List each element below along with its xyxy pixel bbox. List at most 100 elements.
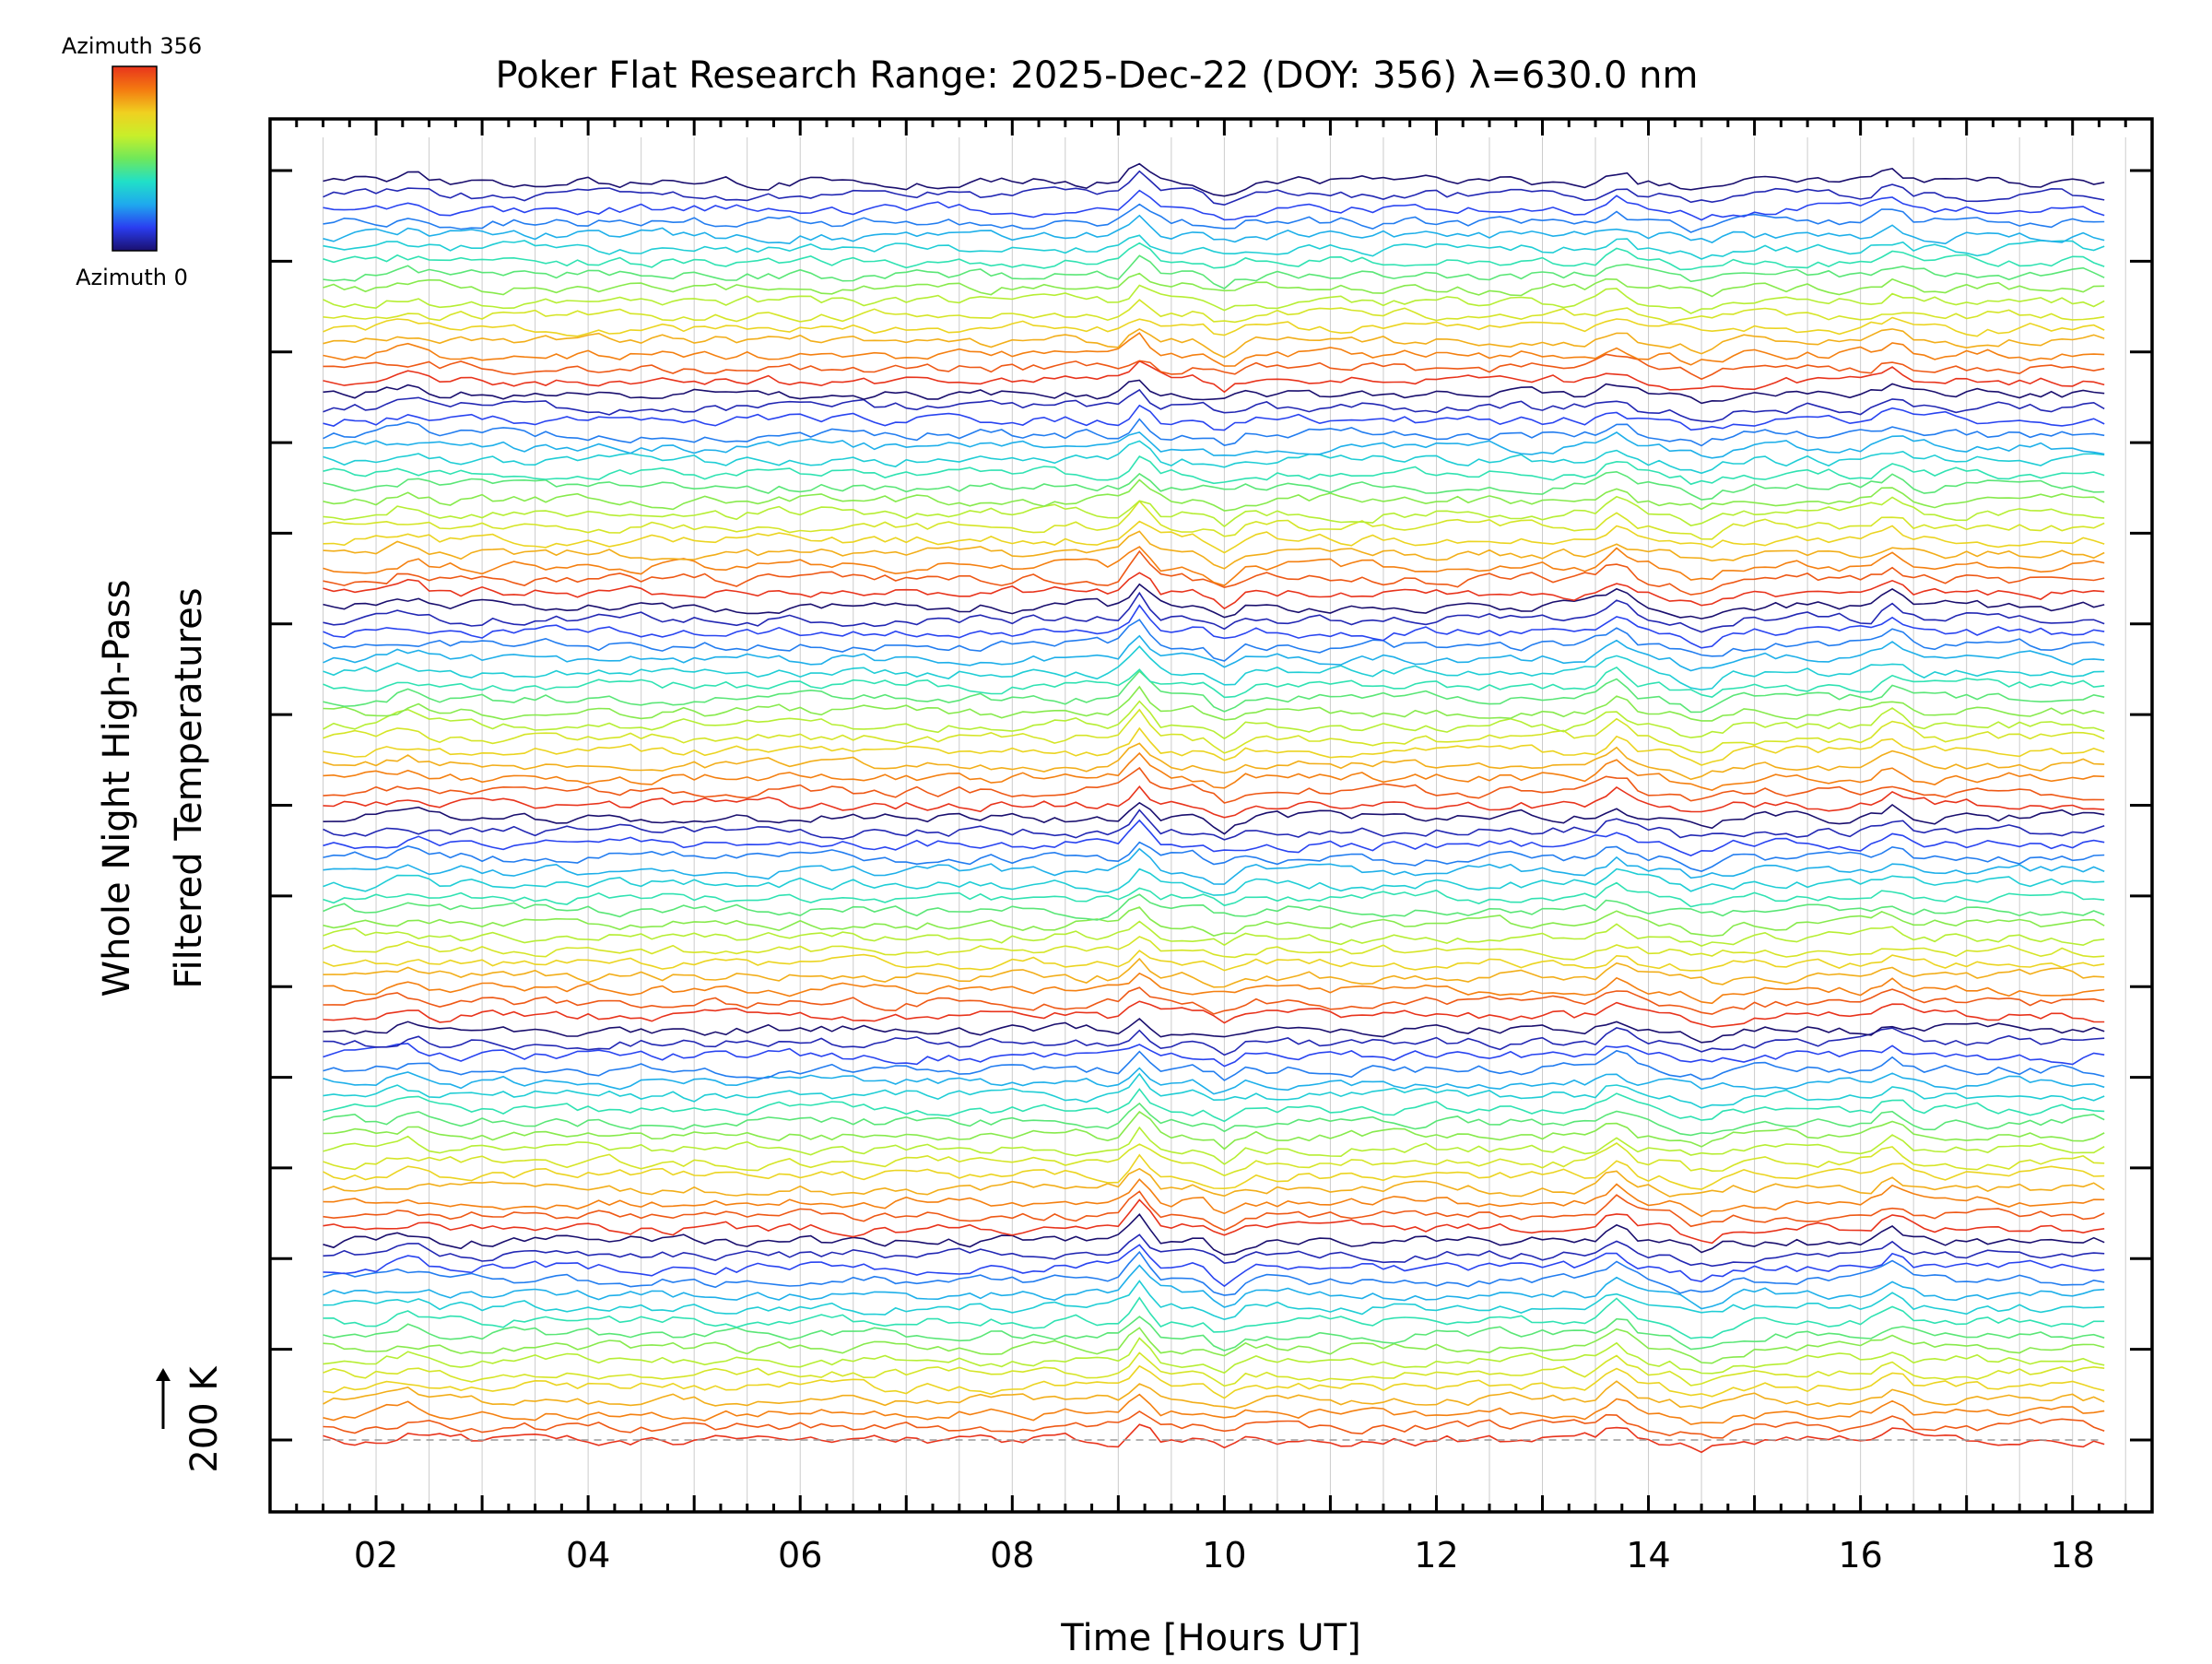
series-line [323,353,2105,381]
series-line [323,546,2105,587]
series-line [323,1213,2105,1257]
series-line [323,1142,2105,1177]
series-line [323,431,2105,459]
series-line [323,1244,2105,1288]
series-line [323,1423,2105,1454]
series-line [323,1264,2105,1310]
series-line [323,500,2105,540]
series-line [323,1380,2105,1410]
x-tick-label: 10 [1202,1535,1246,1575]
series-line [323,189,2105,221]
series-line [323,645,2105,691]
series-line [323,214,2105,245]
x-tick-label: 02 [354,1535,398,1575]
series-line [323,454,2105,486]
colorbar [112,65,158,252]
series-line [323,316,2105,337]
y-axis-label-line-1: Whole Night High-Pass [96,580,138,997]
series-line [323,766,2105,804]
series-line [323,478,2105,512]
series-line [323,906,2105,938]
series-line [323,242,2105,271]
series-line [323,284,2105,314]
series-line [323,530,2105,570]
x-axis-label: Time [Hours UT] [1060,1617,1360,1659]
series-line [323,234,2105,260]
series-line [323,685,2105,722]
x-tick-label: 18 [2051,1535,2095,1575]
series-line [323,1393,2105,1425]
series-line [323,841,2105,872]
x-tick-labels: 02 04 06 08 10 12 14 16 18 [354,1535,2095,1575]
series-line [323,1000,2105,1028]
series-line [323,1280,2105,1321]
series-line [323,666,2105,699]
gridlines [323,137,2126,1507]
series-line [323,801,2105,835]
series-line [323,162,2105,197]
series-line [323,867,2105,896]
series-line [323,700,2105,740]
series-line [323,1027,2105,1056]
series-line [323,893,2105,921]
series-line [323,272,2105,298]
series-line [323,1167,2105,1198]
x-tick-label: 12 [1414,1535,1458,1575]
series-line [323,1198,2105,1245]
series-line [323,520,2105,554]
series-line [323,1316,2105,1351]
scale-bar-arrowhead-icon [156,1368,171,1381]
series-line [323,332,2105,367]
series-line [323,1102,2105,1137]
series-line [323,440,2105,475]
series-line [323,1250,2105,1296]
series-line [323,972,2105,1005]
series-line [323,950,2105,972]
x-tick-label: 08 [990,1535,1034,1575]
x-tick-label: 04 [566,1535,610,1575]
plot-frame [268,117,2154,1514]
series-line [323,1043,2105,1068]
series-line [323,604,2105,649]
series-line [323,470,2105,501]
series-line [323,785,2105,819]
series-line [323,203,2105,233]
series-line [323,1296,2105,1339]
series-line [323,170,2105,207]
series-line [323,327,2105,359]
series-line [323,360,2105,394]
series-line [323,1067,2105,1095]
series-line [323,1337,2105,1375]
series-line [323,583,2105,620]
colorbar-bottom-label: Azimuth 0 [76,265,188,290]
series-line [323,726,2105,766]
series-line [323,379,2105,405]
series-line [323,634,2105,672]
series-line [323,299,2105,324]
series-line [323,1072,2105,1109]
series-line [323,1351,2105,1387]
series-line [323,572,2105,610]
series-line [323,495,2105,528]
series-line [323,404,2105,431]
series-line [323,1153,2105,1190]
series-line [323,957,2105,988]
series-line [323,819,2105,856]
series-line [323,1327,2105,1364]
series-line [323,742,2105,781]
series-line [323,1049,2105,1081]
series-line [323,619,2105,662]
series-line [323,1233,2105,1268]
series-line [323,1410,2105,1439]
series-line [323,808,2105,841]
series-line [323,881,2105,908]
x-tick-label: 06 [778,1535,822,1575]
axis-ticks [268,119,2154,1512]
series-line [323,254,2105,289]
series-line [323,388,2105,423]
series-line [323,549,2105,596]
series-line [323,920,2105,947]
x-tick-label: 14 [1626,1535,1670,1575]
series-line [323,1364,2105,1399]
series-line [323,1190,2105,1232]
